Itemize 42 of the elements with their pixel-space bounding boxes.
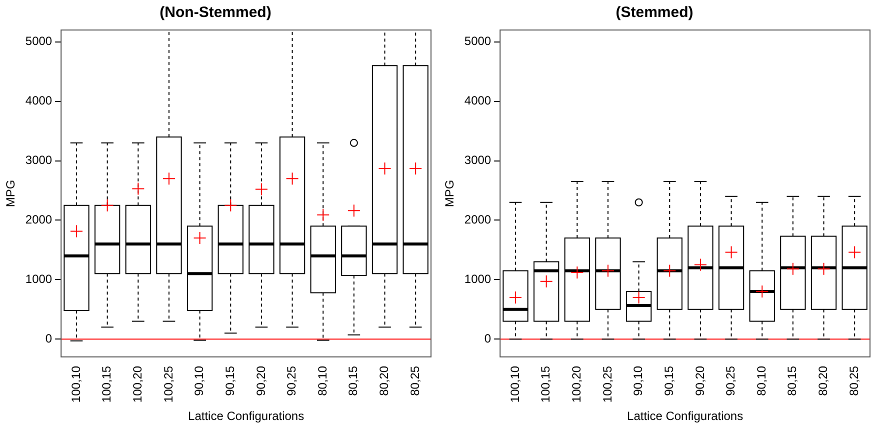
- x-axis-title: Lattice Configurations: [188, 409, 304, 424]
- x-tick-label: 90,20: [254, 366, 268, 396]
- chart-title: (Non-Stemmed): [160, 4, 272, 22]
- x-tick-label: 100,10: [508, 366, 522, 403]
- x-tick-label: 80,15: [346, 366, 360, 396]
- y-tick-label: 1000: [25, 272, 52, 286]
- y-tick-label: 3000: [464, 153, 492, 168]
- x-tick-label: 100,25: [161, 366, 176, 403]
- x-tick-label: 90,10: [631, 366, 646, 396]
- x-tick-label: 80,20: [377, 366, 392, 396]
- x-tick-label: 90,15: [222, 366, 237, 396]
- y-tick-label: 5000: [464, 34, 492, 48]
- x-tick-label: 90,25: [284, 366, 299, 396]
- y-tick-label: 4000: [464, 94, 492, 108]
- y-tick-label: 3000: [25, 153, 52, 168]
- y-tick-label: 1000: [464, 272, 492, 286]
- y-axis-title: MPG: [4, 180, 18, 208]
- y-tick-label: 5000: [25, 34, 52, 48]
- y-tick-label: 0: [45, 331, 52, 346]
- x-tick-label: 100,10: [68, 366, 83, 403]
- x-tick-label: 80,15: [785, 366, 800, 396]
- y-tick-label: 0: [484, 331, 492, 346]
- x-tick-label: 90,20: [692, 366, 707, 396]
- x-tick-label: 80,25: [846, 366, 861, 396]
- x-tick-label: 100,15: [538, 366, 553, 403]
- x-tick-label: 80,20: [816, 366, 830, 396]
- chart-title: (Stemmed): [616, 4, 694, 22]
- y-axis-title: MPG: [442, 180, 457, 208]
- x-tick-label: 80,10: [315, 366, 330, 396]
- x-tick-label: 90,25: [724, 366, 738, 396]
- x-axis-title: Lattice Configurations: [627, 409, 744, 424]
- x-tick-label: 100,25: [600, 366, 614, 403]
- y-tick-label: 4000: [25, 94, 52, 108]
- x-tick-label: 80,25: [408, 366, 422, 396]
- x-tick-label: 90,15: [662, 366, 676, 396]
- y-tick-label: 2000: [25, 212, 52, 227]
- y-tick-label: 2000: [464, 212, 492, 227]
- x-tick-label: 100,20: [569, 366, 584, 403]
- x-tick-label: 80,10: [754, 366, 768, 396]
- x-tick-label: 90,10: [192, 366, 206, 396]
- x-tick-label: 100,20: [130, 366, 144, 403]
- x-tick-label: 100,15: [100, 366, 114, 403]
